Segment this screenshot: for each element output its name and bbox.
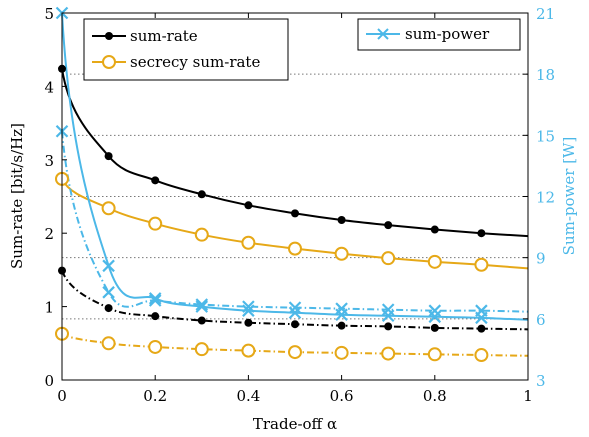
point-secrecy-sum-rate-dashdot-2 xyxy=(148,339,163,354)
legend-sum-rate-label: sum-rate xyxy=(130,27,198,45)
point-sum-power-dashdot-8 xyxy=(428,304,442,317)
point-sum-power-solid-1 xyxy=(102,259,115,273)
point-secrecy-sum-rate-dashdot-3 xyxy=(194,342,209,357)
point-secrecy-sum-rate-solid-3 xyxy=(194,227,209,242)
right-tick-label-2: 9 xyxy=(536,250,546,268)
point-sum-power-solid-2 xyxy=(148,292,162,305)
point-sum-rate-dashdot-4 xyxy=(244,318,253,327)
point-sum-rate-solid-6 xyxy=(337,215,346,224)
point-secrecy-sum-rate-solid-6 xyxy=(334,246,349,261)
legend-sum-rate-marker xyxy=(105,32,113,40)
point-secrecy-sum-rate-solid-5 xyxy=(288,241,302,256)
point-secrecy-sum-rate-solid-2 xyxy=(148,216,163,231)
point-secrecy-sum-rate-dashdot-6 xyxy=(334,345,349,360)
point-secrecy-sum-rate-solid-8 xyxy=(427,254,442,269)
left-tick-label-0: 0 xyxy=(44,372,54,390)
right-tick-label-0: 3 xyxy=(536,372,546,390)
legend-sum-power-marker xyxy=(377,28,389,40)
point-sum-rate-solid-8 xyxy=(430,225,439,234)
point-sum-rate-dashdot-1 xyxy=(104,304,113,313)
x-axis-ticks: 0 0.2 0.4 0.6 0.8 1 xyxy=(57,13,533,405)
right-axis-label: Sum-power [W] xyxy=(560,137,578,256)
point-secrecy-sum-rate-solid-4 xyxy=(241,235,256,250)
legend-secrecy-marker xyxy=(102,55,116,69)
right-tick-label-4: 15 xyxy=(536,127,555,145)
right-tick-label-6: 21 xyxy=(536,5,555,23)
point-sum-rate-solid-3 xyxy=(197,190,206,199)
point-sum-power-dashdot-7 xyxy=(381,303,395,316)
point-sum-rate-solid-4 xyxy=(244,201,253,210)
x-tick-label-3: 0.6 xyxy=(330,387,354,405)
x-tick-label-1: 0.2 xyxy=(143,387,167,405)
point-sum-rate-dashdot-9 xyxy=(477,324,486,333)
point-sum-power-dashdot-2 xyxy=(148,294,162,307)
left-tick-label-5: 5 xyxy=(44,5,54,23)
left-axis-label: Sum-rate [bit/s/Hz] xyxy=(8,123,26,269)
legend-sum-power-label: sum-power xyxy=(405,25,490,43)
point-secrecy-sum-rate-dashdot-7 xyxy=(381,346,396,361)
x-tick-label-2: 0.4 xyxy=(236,387,260,405)
right-tick-label-3: 12 xyxy=(536,189,555,207)
legend-left: sum-rate secrecy sum-rate xyxy=(83,18,289,81)
legend-left-box xyxy=(83,18,289,81)
point-sum-power-solid-4 xyxy=(242,304,255,317)
right-tick-label-5: 18 xyxy=(536,66,555,84)
point-secrecy-sum-rate-dashdot-1 xyxy=(101,336,116,351)
point-secrecy-sum-rate-dashdot-9 xyxy=(474,348,489,363)
point-sum-rate-dashdot-8 xyxy=(430,323,439,332)
point-sum-power-dashdot-4 xyxy=(242,300,255,313)
marker-layer xyxy=(55,6,489,363)
point-sum-power-dashdot-6 xyxy=(335,302,348,315)
point-sum-rate-dashdot-7 xyxy=(384,322,393,331)
left-tick-label-1: 1 xyxy=(44,299,54,317)
point-sum-power-dashdot-1 xyxy=(102,286,115,299)
point-sum-rate-solid-7 xyxy=(384,221,393,230)
point-sum-rate-dashdot-5 xyxy=(291,320,299,329)
legend-secrecy-label: secrecy sum-rate xyxy=(130,53,260,71)
point-secrecy-sum-rate-dashdot-4 xyxy=(241,343,256,358)
point-secrecy-sum-rate-solid-9 xyxy=(474,257,489,272)
x-tick-label-0: 0 xyxy=(57,387,67,405)
left-tick-label-4: 4 xyxy=(44,78,54,96)
x-tick-label-5: 1 xyxy=(523,387,533,405)
point-sum-power-solid-5 xyxy=(288,306,302,319)
left-tick-label-3: 3 xyxy=(44,152,54,170)
point-sum-power-dashdot-3 xyxy=(195,298,209,311)
point-sum-rate-solid-9 xyxy=(477,229,486,238)
point-secrecy-sum-rate-dashdot-5 xyxy=(288,345,302,360)
left-tick-label-2: 2 xyxy=(44,225,54,243)
left-axis-ticks: 0 1 2 3 4 5 xyxy=(44,5,67,390)
series-line-sum-power-dashdot xyxy=(61,131,529,313)
point-secrecy-sum-rate-solid-7 xyxy=(381,251,396,266)
x-axis-label: Trade-off α xyxy=(253,415,337,433)
point-sum-power-solid-3 xyxy=(195,300,209,313)
x-tick-label-4: 0.8 xyxy=(423,387,447,405)
right-axis-ticks: 3 6 9 12 15 18 21 xyxy=(523,5,555,390)
point-secrecy-sum-rate-dashdot-8 xyxy=(427,347,442,362)
grid-lines xyxy=(62,73,528,320)
point-sum-rate-solid-1 xyxy=(104,152,113,161)
point-secrecy-sum-rate-solid-1 xyxy=(101,201,116,216)
point-sum-rate-dashdot-3 xyxy=(197,316,206,325)
point-sum-power-dashdot-5 xyxy=(288,301,302,314)
point-sum-rate-solid-2 xyxy=(151,176,160,185)
point-sum-power-dashdot-9 xyxy=(475,304,488,317)
right-tick-label-1: 6 xyxy=(536,311,546,329)
point-sum-rate-dashdot-6 xyxy=(337,321,346,330)
legend-right: sum-power xyxy=(357,18,521,51)
point-sum-rate-dashdot-2 xyxy=(151,312,160,321)
point-sum-rate-solid-5 xyxy=(291,209,299,218)
